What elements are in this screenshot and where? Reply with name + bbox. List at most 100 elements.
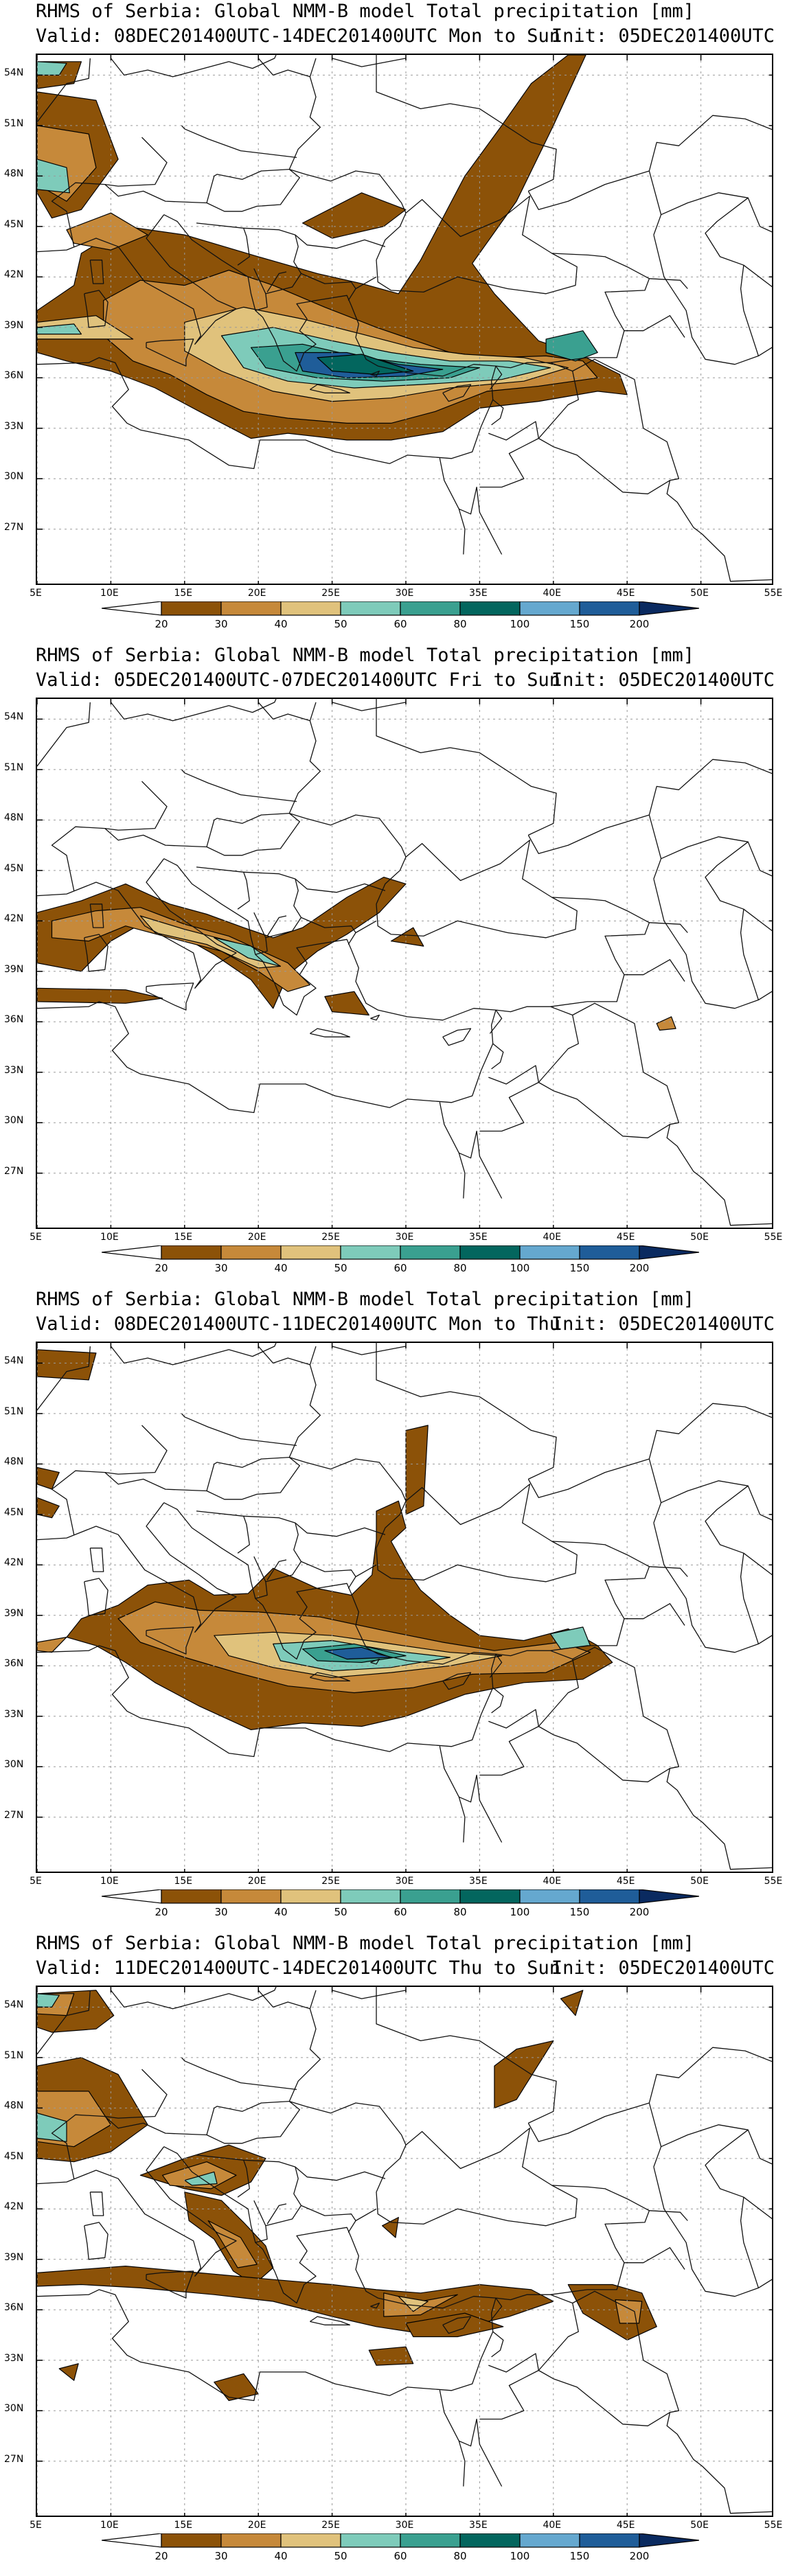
boundary-line: [489, 365, 503, 390]
boundary-line: [332, 1990, 407, 1999]
boundary-line: [376, 2128, 578, 2227]
graticule: [37, 699, 772, 1228]
longitude-label: 15E: [174, 2520, 193, 2531]
legend-swatch: [102, 601, 162, 616]
coastlines-borders: [37, 699, 772, 1226]
longitude-label: 45E: [616, 588, 635, 599]
boundary-line: [206, 168, 290, 203]
boundary-line: [758, 347, 772, 356]
legend-swatch: [161, 1245, 222, 1260]
legend-tick-label: 100: [510, 1262, 530, 1274]
legend-tick-label: 80: [453, 618, 467, 630]
boundary-line: [527, 1458, 662, 1503]
latitude-label: 42N: [4, 913, 24, 925]
longitude-label: 50E: [690, 1232, 709, 1243]
boundary-line: [376, 1987, 557, 2124]
legend-tick-label: 50: [334, 1262, 347, 1274]
legend-swatch: [340, 2533, 401, 2548]
boundary-line: [258, 1346, 310, 1366]
axis-ticks: [37, 55, 772, 584]
legend-swatch: [400, 2533, 461, 2548]
precip-contour: [37, 2266, 554, 2334]
longitude-label: 30E: [395, 588, 414, 599]
panel-title: RHMS of Serbia: Global NMM-B model Total…: [36, 645, 695, 666]
precip-contour: [615, 2299, 643, 2324]
boundary-line: [491, 399, 504, 426]
precipitation-map: [36, 54, 773, 585]
boundary-line: [649, 2210, 688, 2221]
boundary-line: [458, 1797, 466, 1843]
boundary-line: [196, 1510, 250, 1554]
boundary-line: [489, 1009, 503, 1034]
boundary-line: [648, 115, 772, 172]
legend-swatch: [280, 2533, 341, 2548]
latitude-label: 30N: [4, 1759, 24, 1771]
latitude-label: 39N: [4, 1607, 24, 1619]
boundary-line: [649, 278, 688, 289]
boundary-line: [624, 959, 685, 982]
precip-contour: [405, 2312, 504, 2338]
longitude-label: 40E: [543, 2520, 562, 2531]
latitude-label: 48N: [4, 2100, 24, 2112]
legend-tick-label: 30: [214, 618, 228, 630]
latitude-label: 42N: [4, 269, 24, 281]
boundary-line: [747, 1485, 772, 1521]
longitude-label: 10E: [100, 2520, 119, 2531]
boundary-line: [488, 1006, 579, 1085]
precip-contour: [214, 937, 281, 967]
legend-tick-label: 150: [569, 1262, 590, 1274]
boundary-line: [653, 2124, 760, 2297]
latitude-label: 51N: [4, 761, 24, 773]
boundary-line: [163, 1502, 352, 1660]
legend-swatch: [280, 1889, 341, 1904]
precip-contour: [184, 2171, 218, 2186]
boundary-line: [743, 908, 772, 932]
coastlines-borders: [37, 1343, 772, 1870]
legend-swatch: [519, 1245, 580, 1260]
boundary-line: [37, 1593, 497, 1758]
precip-contour: [545, 330, 598, 362]
precipitation-map: [36, 698, 773, 1229]
boundary-line: [648, 1403, 772, 1460]
valid-period: Valid: 05DEC201400UTC-07DEC201400UTC Fri…: [36, 669, 561, 691]
legend-swatch: [459, 1889, 521, 1904]
legend-tick-label: 50: [334, 2550, 347, 2562]
latitude-label: 30N: [4, 1115, 24, 1127]
longitude-label: 40E: [543, 588, 562, 599]
legend-swatch: [579, 601, 640, 616]
precip-contour: [207, 2220, 258, 2268]
legend-tick-label: 60: [394, 2550, 407, 2562]
boundary-line: [653, 836, 760, 1009]
boundary-line: [491, 2331, 504, 2358]
boundary-line: [743, 264, 772, 288]
boundary-line: [347, 288, 356, 301]
precipitation-map: [36, 1342, 773, 1873]
boundary-line: [488, 2294, 579, 2373]
precip-contour: [37, 159, 70, 194]
boundary-line: [458, 2441, 466, 2487]
boundary-line: [442, 2316, 472, 2334]
latitude-label: 33N: [4, 420, 24, 432]
precipitation-fill: [37, 1349, 613, 1731]
longitude-label: 30E: [395, 1232, 414, 1243]
legend-swatch: [400, 1889, 461, 1904]
boundary-line: [479, 1725, 539, 1776]
boundary-line: [104, 2101, 300, 2144]
color-legend: 20 30 40 50 60 80 100 150 200: [102, 1889, 699, 1918]
legend-swatch: [280, 1245, 341, 1260]
boundary-line: [747, 197, 772, 233]
boundary-line: [527, 2102, 662, 2147]
boundary-line: [196, 866, 250, 910]
boundary-line: [458, 1153, 466, 1199]
legend-swatch: [579, 1245, 640, 1260]
legend-tick-label: 20: [155, 1906, 168, 1918]
map-canvas: [37, 1343, 772, 1872]
boundary-line: [181, 2057, 297, 2091]
latitude-label: 33N: [4, 1708, 24, 1720]
boundary-line: [550, 2185, 650, 2295]
boundary-line: [624, 315, 685, 338]
axis-ticks: [37, 1343, 772, 1872]
boundary-line: [489, 2297, 503, 2322]
panel-title: RHMS of Serbia: Global NMM-B model Total…: [36, 1, 695, 22]
precip-contour: [390, 927, 424, 947]
